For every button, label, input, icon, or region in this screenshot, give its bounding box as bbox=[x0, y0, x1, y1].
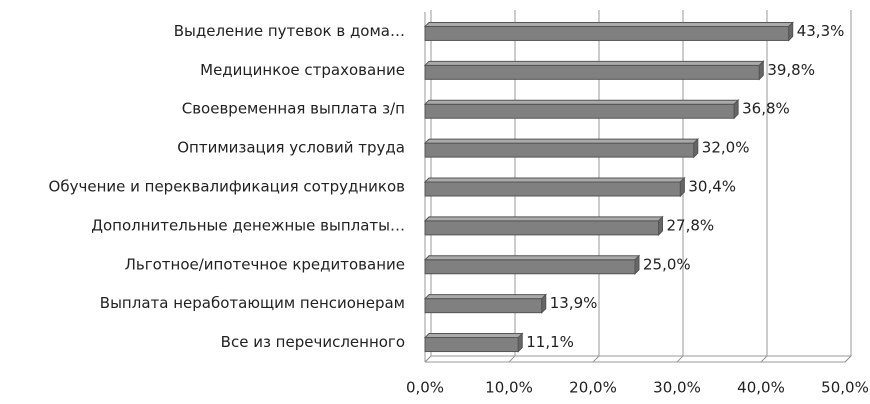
x-tick-label: 40,0% bbox=[737, 379, 785, 397]
x-tick-label: 30,0% bbox=[653, 379, 701, 397]
bar-top bbox=[423, 21, 794, 27]
tick-mark bbox=[592, 355, 600, 363]
y-tick-label: Льготное/ипотечное кредитование bbox=[125, 255, 405, 273]
bar bbox=[424, 142, 695, 158]
bar bbox=[424, 259, 636, 275]
tick-mark bbox=[424, 355, 432, 363]
bar bbox=[424, 220, 660, 236]
data-label: 36,8% bbox=[742, 100, 790, 118]
x-tick-label: 10,0% bbox=[485, 379, 533, 397]
bar-end bbox=[517, 332, 523, 353]
bar-end bbox=[733, 99, 739, 120]
bar-end bbox=[541, 293, 547, 314]
data-label: 27,8% bbox=[667, 216, 715, 234]
bar-end bbox=[658, 215, 664, 237]
data-label: 25,0% bbox=[643, 255, 691, 273]
y-tick-label: Дополнительные денежные выплаты… bbox=[91, 216, 405, 234]
data-label: 30,4% bbox=[688, 178, 736, 196]
y-tick-label: Все из перечисленного bbox=[221, 333, 405, 351]
tick-mark bbox=[508, 355, 516, 363]
bar-top bbox=[423, 294, 547, 300]
bar-top bbox=[423, 99, 740, 105]
tick-mark bbox=[760, 355, 768, 363]
bar bbox=[424, 103, 735, 119]
y-tick-label: Выплата неработающим пенсионерам bbox=[100, 294, 405, 312]
bar-end bbox=[634, 254, 640, 275]
bar-top bbox=[423, 177, 686, 183]
bar-top bbox=[423, 138, 700, 144]
x-tick-label: 20,0% bbox=[569, 379, 617, 397]
x-tick-label: 0,0% bbox=[406, 379, 444, 397]
y-tick-label: Своевременная выплата з/п bbox=[182, 100, 405, 118]
bar bbox=[424, 181, 681, 197]
tick-mark bbox=[676, 355, 684, 363]
floor bbox=[425, 355, 853, 363]
y-tick-label: Выделение путевок в дома… bbox=[174, 22, 405, 40]
bar-top bbox=[423, 60, 765, 66]
y-tick-label: Оптимизация условий труда bbox=[177, 139, 405, 157]
bar-end bbox=[693, 137, 699, 159]
bar bbox=[424, 337, 519, 353]
bar-top bbox=[423, 255, 641, 261]
data-label: 11,1% bbox=[526, 333, 574, 351]
bar-end bbox=[788, 21, 794, 42]
bar bbox=[424, 298, 543, 314]
bar bbox=[424, 25, 790, 41]
data-label: 13,9% bbox=[550, 294, 598, 312]
y-tick-label: Медицинкое страхование bbox=[200, 61, 405, 79]
x-tick-label: 50,0% bbox=[821, 379, 869, 397]
data-label: 43,3% bbox=[797, 22, 845, 40]
bar-top bbox=[423, 216, 664, 222]
bar-end bbox=[758, 60, 764, 81]
bar-top bbox=[423, 333, 524, 339]
bar-end bbox=[679, 176, 685, 198]
bar bbox=[424, 64, 760, 80]
y-tick-label: Обучение и переквалификация сотрудников bbox=[49, 178, 405, 196]
data-label: 39,8% bbox=[767, 61, 815, 79]
tick-mark bbox=[844, 355, 852, 363]
data-label: 32,0% bbox=[702, 139, 750, 157]
